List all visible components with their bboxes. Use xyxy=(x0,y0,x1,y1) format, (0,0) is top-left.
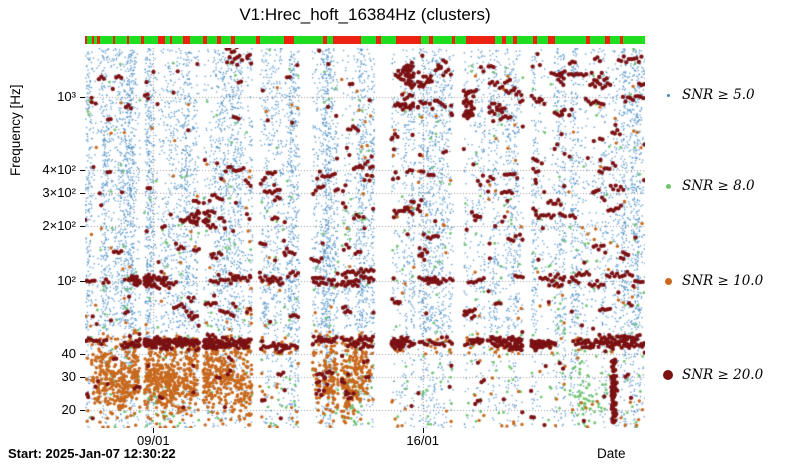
legend-dot xyxy=(665,183,671,189)
legend-dot xyxy=(663,370,673,380)
chart-title: V1:Hrec_hoft_16384Hz (clusters) xyxy=(239,5,491,24)
status-bar xyxy=(85,36,645,44)
status-red-segment xyxy=(170,36,173,44)
status-red-segment xyxy=(619,36,623,44)
legend-label: SNR ≥ 10.0 xyxy=(682,273,764,289)
y-tick-label: 10² xyxy=(57,273,76,288)
legend-marker-icon xyxy=(662,370,674,380)
x-tick-label: 09/01 xyxy=(137,433,170,448)
status-red-segment xyxy=(230,36,236,44)
legend-marker-icon xyxy=(662,93,674,97)
status-red-segment xyxy=(183,36,191,44)
status-red-segment xyxy=(533,36,538,44)
status-red-segment xyxy=(255,36,260,44)
status-red-segment xyxy=(376,36,381,44)
legend-entry-3: SNR ≥ 20.0 xyxy=(662,366,763,384)
y-tick-label: 2×10² xyxy=(42,217,76,233)
y-tick-label: 10³ xyxy=(57,88,76,104)
legend-label: SNR ≥ 5.0 xyxy=(682,87,755,103)
legend-entry-2: SNR ≥ 10.0 xyxy=(662,272,763,290)
status-red-segment xyxy=(332,36,361,44)
legend-marker-icon xyxy=(662,183,674,189)
status-red-segment xyxy=(547,36,556,44)
y-tick-mark xyxy=(80,225,85,227)
legend-dot xyxy=(666,93,670,97)
status-red-segment xyxy=(141,36,144,44)
status-red-segment xyxy=(465,36,495,44)
status-red-segment xyxy=(451,36,455,44)
y-axis-label: Frequency [Hz] xyxy=(8,84,23,176)
status-red-segment xyxy=(85,36,88,44)
x-tick-label: 16/01 xyxy=(406,433,439,448)
legend-entry-1: SNR ≥ 8.0 xyxy=(662,177,755,195)
y-tick-label: 20 xyxy=(61,401,76,417)
legend-label: SNR ≥ 20.0 xyxy=(682,367,764,383)
y-tick-mark xyxy=(80,96,85,98)
y-tick-mark xyxy=(80,193,85,195)
status-red-segment xyxy=(157,36,166,44)
status-red-segment xyxy=(586,36,591,44)
y-tick-mark xyxy=(80,354,85,356)
status-red-segment xyxy=(216,36,222,44)
y-tick-label: 30 xyxy=(61,369,76,385)
legend-dot xyxy=(664,277,672,285)
status-red-segment xyxy=(428,36,434,44)
legend-marker-icon xyxy=(662,277,674,285)
status-red-segment xyxy=(202,36,207,44)
x-axis-label: Date xyxy=(597,446,626,461)
x-tick-mark xyxy=(422,428,424,433)
y-tick-mark xyxy=(80,409,85,411)
status-red-segment xyxy=(283,36,294,44)
scatter-plot-canvas xyxy=(85,48,645,428)
legend-label: SNR ≥ 8.0 xyxy=(682,178,755,194)
status-red-segment xyxy=(91,36,94,44)
y-tick-label: 3×10² xyxy=(42,185,76,201)
start-time-label: Start: 2025-Jan-07 12:30:22 xyxy=(8,446,176,461)
y-tick-mark xyxy=(80,170,85,172)
status-red-segment xyxy=(323,36,328,44)
y-tick-mark xyxy=(80,377,85,379)
x-tick-mark xyxy=(153,428,155,433)
status-red-segment xyxy=(396,36,421,44)
status-red-segment xyxy=(113,36,116,44)
status-red-segment xyxy=(502,36,507,44)
status-red-segment xyxy=(604,36,611,44)
status-red-segment xyxy=(513,36,518,44)
y-tick-mark xyxy=(80,281,85,282)
y-tick-label: 4×10² xyxy=(42,162,76,178)
status-red-segment xyxy=(127,36,130,44)
y-tick-label: 40 xyxy=(61,346,76,362)
status-red-segment xyxy=(97,36,101,44)
legend-entry-0: SNR ≥ 5.0 xyxy=(662,86,755,104)
